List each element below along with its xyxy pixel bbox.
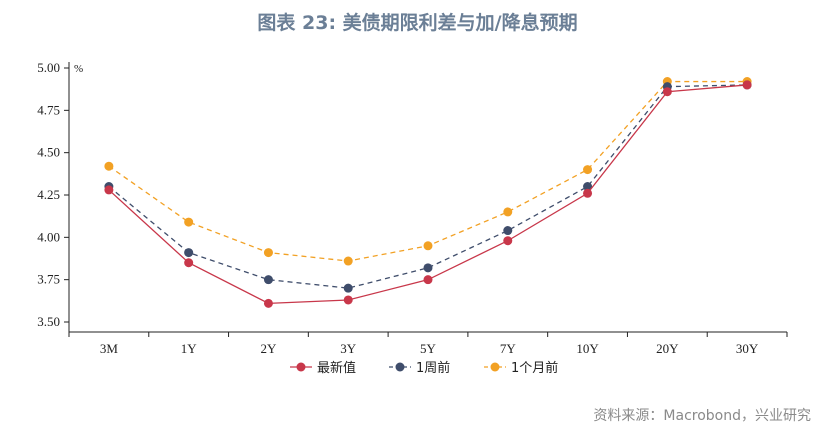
legend-swatch-marker <box>296 362 306 372</box>
x-tick-label: 1Y <box>181 341 198 356</box>
data-point <box>104 161 114 171</box>
y-tick-label: 3.75 <box>37 272 60 287</box>
legend-label: 1个月前 <box>511 360 558 376</box>
chart-title: 图表 23: 美债期限利差与加/降息预期 <box>257 12 578 34</box>
data-point <box>423 275 433 285</box>
data-point <box>503 236 513 246</box>
y-tick-label: 4.25 <box>37 187 60 202</box>
legend-swatch-marker <box>395 362 405 372</box>
x-tick-label: 5Y <box>420 341 437 356</box>
series-最新值 <box>104 80 752 308</box>
legend-label: 1周前 <box>416 360 450 376</box>
data-point <box>263 248 273 258</box>
y-tick-label: 4.50 <box>37 145 60 160</box>
y-tick-label: 4.00 <box>37 229 60 244</box>
data-point <box>263 275 273 285</box>
data-point <box>184 217 194 227</box>
x-tick-label: 2Y <box>260 341 277 356</box>
x-tick-label: 10Y <box>576 341 599 356</box>
data-point <box>503 226 513 236</box>
data-point <box>343 256 353 266</box>
data-point <box>583 188 593 198</box>
data-point <box>583 165 593 175</box>
y-unit-label: % <box>74 63 83 75</box>
data-point <box>423 241 433 251</box>
data-point <box>742 80 752 90</box>
legend-item: 最新值 <box>290 360 356 376</box>
data-point <box>104 185 114 195</box>
legend-item: 1周前 <box>389 360 450 376</box>
data-point <box>583 182 593 192</box>
series-1周前 <box>104 80 752 293</box>
data-point <box>184 258 194 268</box>
data-point <box>263 298 273 308</box>
series-line <box>108 84 748 289</box>
x-tick-label: 3M <box>100 341 119 356</box>
x-tick-label: 30Y <box>736 341 759 356</box>
y-tick-label: 5.00 <box>37 60 60 75</box>
legend-label: 最新值 <box>317 360 356 376</box>
y-tick-label: 4.75 <box>37 102 60 117</box>
data-point <box>343 295 353 305</box>
data-point <box>184 248 194 258</box>
data-point <box>343 283 353 293</box>
legend-item: 1个月前 <box>484 360 558 376</box>
data-point <box>662 87 672 97</box>
x-tick-label: 7Y <box>500 341 517 356</box>
x-tick-label: 20Y <box>656 341 679 356</box>
legend-swatch-marker <box>490 362 500 372</box>
data-point <box>503 207 513 217</box>
x-tick-label: 3Y <box>340 341 357 356</box>
series-line <box>108 80 748 262</box>
y-tick-label: 3.50 <box>37 314 60 329</box>
data-point <box>423 263 433 273</box>
series-1个月前 <box>104 77 752 266</box>
source-note: 资料来源：Macrobond，兴业研究 <box>593 408 811 424</box>
